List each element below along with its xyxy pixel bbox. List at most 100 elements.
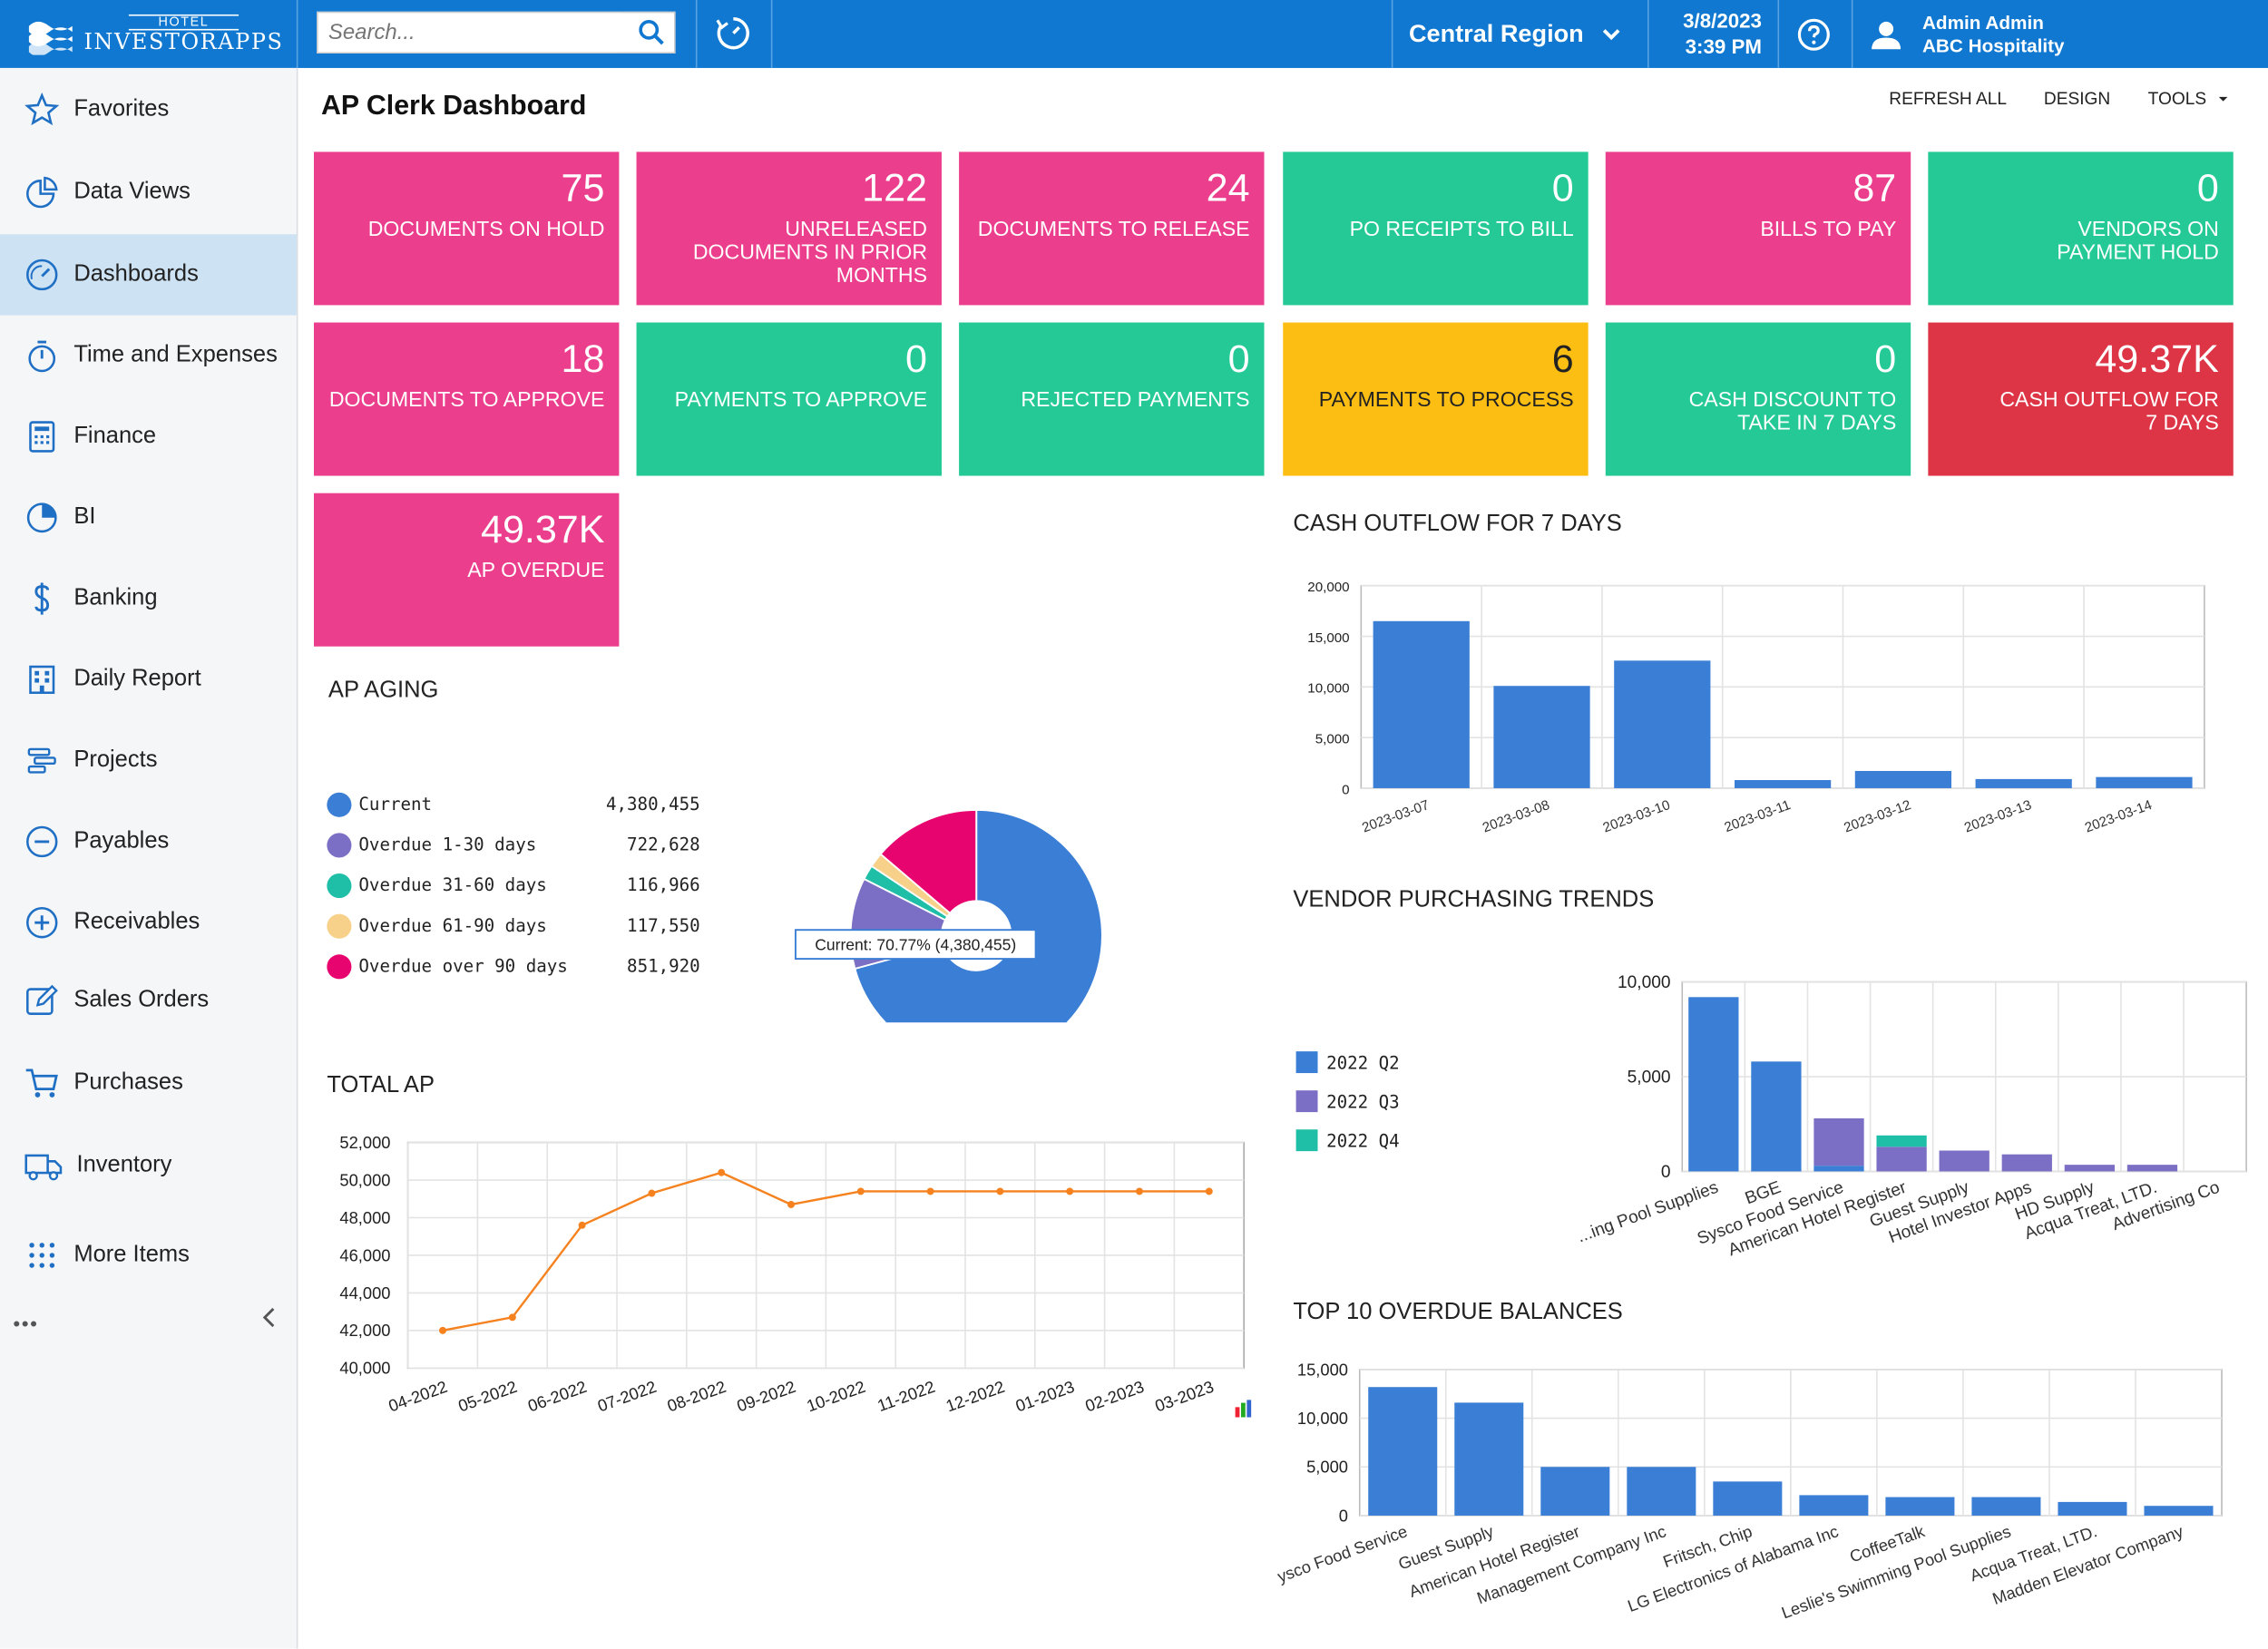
bar <box>1373 620 1470 788</box>
sidebar-item-label: Dashboards <box>73 261 199 287</box>
refresh-all-button[interactable]: REFRESH ALL <box>1889 88 2008 109</box>
bar <box>2001 1154 2052 1172</box>
sidebar-item-label: Projects <box>73 747 158 773</box>
legend-label: Overdue over 90 days <box>358 955 568 977</box>
tile-value: 0 <box>1551 166 1574 210</box>
gauge-icon <box>26 259 58 291</box>
bar <box>1876 1135 1927 1147</box>
tile-payments-to-approve[interactable]: 0 PAYMENTS TO APPROVE <box>636 322 942 476</box>
region-selector[interactable]: Central Region <box>1409 0 1621 68</box>
tile-documents-on-hold[interactable]: 75 DOCUMENTS ON HOLD <box>313 151 620 306</box>
sidebar-item-dashboards[interactable]: Dashboards <box>0 234 297 316</box>
y-tick-label: 15,000 <box>1297 1360 1348 1379</box>
tile-label: DOCUMENTS ON HOLD <box>367 218 605 242</box>
sidebar-item-sales-orders[interactable]: Sales Orders <box>0 961 297 1041</box>
tile-unreleased-documents[interactable]: 122 UNRELEASED DOCUMENTS IN PRIOR MONTHS <box>636 151 942 306</box>
sidebar-item-label: Sales Orders <box>73 987 210 1013</box>
ap-aging-pie-chart[interactable]: Current: 70.77% (4,380,455) <box>761 718 1138 1023</box>
legend-item[interactable]: Overdue 61-90 days 117,550 <box>327 910 700 942</box>
sidebar-item-data-views[interactable]: Data Views <box>0 151 297 232</box>
tooltip-text: Current: 70.77% (4,380,455) <box>815 936 1016 954</box>
region-label: Central Region <box>1408 19 1584 47</box>
y-tick-label: 48,000 <box>339 1208 390 1227</box>
sidebar-item-time-and-expenses[interactable]: Time and Expenses <box>0 316 297 396</box>
y-tick-label: 52,000 <box>339 1133 390 1152</box>
legend-item[interactable]: 2022 Q2 <box>1295 1051 1400 1074</box>
sidebar-item-favorites[interactable]: Favorites <box>0 70 297 151</box>
tools-menu-button[interactable]: TOOLS <box>2148 88 2231 109</box>
tile-cash-outflow[interactable]: 49.37K CASH OUTFLOW FOR 7 DAYS <box>1928 322 2234 476</box>
sidebar-item-purchases[interactable]: Purchases <box>0 1043 297 1124</box>
x-tick-label: 06-2022 <box>525 1377 589 1416</box>
tile-cash-discount[interactable]: 0 CASH DISCOUNT TO TAKE IN 7 DAYS <box>1605 322 1911 476</box>
y-tick-label: 15,000 <box>1307 630 1349 646</box>
bar <box>1734 780 1832 788</box>
legend-item[interactable]: 2022 Q4 <box>1295 1129 1400 1152</box>
bar <box>2064 1165 2116 1172</box>
search-input[interactable] <box>318 13 622 53</box>
tile-vendors-on-payment-hold[interactable]: 0 VENDORS ON PAYMENT HOLD <box>1928 151 2234 306</box>
legend-swatch <box>1295 1051 1318 1074</box>
tile-value: 0 <box>1227 337 1250 381</box>
bar <box>1454 1402 1524 1516</box>
legend-item[interactable]: Overdue over 90 days 851,920 <box>327 951 700 982</box>
x-tick-label: 2023-03-10 <box>1601 797 1673 835</box>
more-options-icon[interactable]: ••• <box>13 1312 39 1335</box>
data-point <box>996 1187 1004 1195</box>
x-tick-label: 08-2022 <box>665 1377 728 1416</box>
sidebar-item-receivables[interactable]: Receivables <box>0 883 297 963</box>
tile-po-receipts-to-bill[interactable]: 0 PO RECEIPTS TO BILL <box>1283 151 1589 306</box>
sidebar-item-banking[interactable]: Banking <box>0 558 297 639</box>
divider <box>1647 0 1649 68</box>
design-button[interactable]: DESIGN <box>2043 88 2111 109</box>
sidebar-item-more-items[interactable]: More Items <box>0 1215 297 1295</box>
sidebar-item-projects[interactable]: Projects <box>0 720 297 801</box>
sidebar-item-label: Data Views <box>73 179 191 204</box>
sidebar-item-payables[interactable]: Payables <box>0 801 297 882</box>
sidebar-item-label: Receivables <box>73 909 200 934</box>
sidebar-item-finance[interactable]: Finance <box>0 396 297 477</box>
y-tick-label: 5,000 <box>1628 1068 1671 1087</box>
help-icon[interactable] <box>1796 17 1831 52</box>
legend-dot <box>327 832 352 857</box>
tile-payments-to-process[interactable]: 6 PAYMENTS TO PROCESS <box>1283 322 1589 476</box>
x-tick-label: 2023-03-12 <box>1842 797 1913 835</box>
user-menu[interactable]: Admin Admin ABC Hospitality <box>1871 0 2065 68</box>
sidebar-item-daily-report[interactable]: Daily Report <box>0 639 297 720</box>
search-box[interactable] <box>317 11 676 54</box>
legend-item[interactable]: Overdue 31-60 days 116,966 <box>327 869 700 901</box>
app-logo[interactable]: HOTEL INVESTORAPPS <box>0 0 297 68</box>
data-point <box>718 1168 726 1176</box>
tile-ap-overdue[interactable]: 49.37K AP OVERDUE <box>313 493 620 647</box>
tile-documents-to-approve[interactable]: 18 DOCUMENTS TO APPROVE <box>313 322 620 476</box>
tile-rejected-payments[interactable]: 0 REJECTED PAYMENTS <box>959 322 1265 476</box>
data-point <box>926 1187 934 1195</box>
legend-item[interactable]: 2022 Q3 <box>1295 1090 1400 1113</box>
tile-documents-to-release[interactable]: 24 DOCUMENTS TO RELEASE <box>959 151 1265 306</box>
bar <box>1885 1497 1955 1516</box>
bar <box>1751 1061 1802 1172</box>
cash-outflow-title: CASH OUTFLOW FOR 7 DAYS <box>1293 512 1622 537</box>
tile-bills-to-pay[interactable]: 87 BILLS TO PAY <box>1605 151 1911 306</box>
legend-item[interactable]: Current 4,380,455 <box>327 788 700 820</box>
x-tick-label: 09-2022 <box>734 1377 797 1416</box>
chart-options-icon[interactable] <box>1235 1400 1252 1418</box>
sidebar-item-bi[interactable]: BI <box>0 477 297 558</box>
sidebar: Favorites Data Views Dashboards Time and… <box>0 67 298 1649</box>
bar <box>1368 1387 1438 1516</box>
cash-outflow-bar-chart[interactable]: 0 5,000 10,000 15,000 20,000 2023-03-07 2023-0… <box>1282 552 2222 842</box>
legend-item[interactable]: Overdue 1-30 days 722,628 <box>327 829 700 861</box>
sidebar-item-label: Finance <box>73 424 157 449</box>
collapse-sidebar-icon[interactable] <box>260 1306 278 1330</box>
ap-aging-title: AP AGING <box>327 678 439 703</box>
history-timer-icon[interactable] <box>715 15 752 52</box>
legend-value: 851,920 <box>627 955 700 977</box>
search-icon[interactable] <box>638 19 665 46</box>
data-point <box>787 1200 795 1208</box>
total-ap-line-chart[interactable]: 40,000 42,000 44,000 46,000 48,000 50,000 52,0… <box>312 1117 1266 1464</box>
logo-waves-icon <box>28 21 73 54</box>
main-content: AP Clerk Dashboard REFRESH ALL DESIGN TO… <box>298 68 2268 1649</box>
sidebar-item-inventory[interactable]: Inventory <box>0 1125 297 1205</box>
